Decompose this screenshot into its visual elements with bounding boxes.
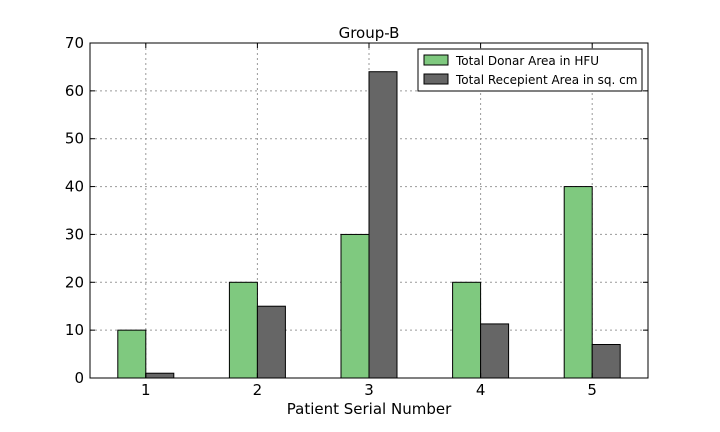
bar-series-1-cat-4 (452, 281, 482, 379)
bar-series-1-cat-3 (340, 233, 370, 379)
bar-series-2-cat-2 (256, 305, 286, 379)
x-axis-ticks: 1 2 3 4 5 (141, 43, 597, 399)
y-axis-ticks: 0 10 20 30 40 50 60 70 (65, 34, 648, 387)
y-tick-label: 30 (65, 225, 84, 243)
bar-series-1-cat-2 (228, 281, 258, 379)
bar-series-2-cat-5 (591, 344, 621, 379)
y-tick-label: 0 (74, 369, 84, 387)
y-tick-label: 50 (65, 130, 84, 148)
x-tick-label: 1 (141, 381, 151, 399)
y-tick-label: 70 (65, 34, 84, 52)
chart-title: Group-B (339, 24, 400, 42)
x-tick-label: 3 (364, 381, 374, 399)
bars (117, 71, 621, 379)
bar-series-2-cat-1 (145, 372, 175, 379)
x-tick-label: 4 (476, 381, 486, 399)
y-tick-label: 20 (65, 273, 84, 291)
y-tick-label: 60 (65, 82, 84, 100)
bar-series-1-cat-1 (117, 329, 147, 379)
legend: Total Donar Area in HFU Total Recepient A… (417, 48, 643, 92)
legend-swatch (423, 54, 449, 66)
x-tick-label: 5 (587, 381, 597, 399)
y-tick-label: 10 (65, 321, 84, 339)
x-axis-title: Patient Serial Number (287, 400, 452, 418)
legend-swatch (423, 73, 449, 85)
x-tick-label: 2 (253, 381, 263, 399)
grid-lines (90, 43, 648, 378)
legend-label: Total Donar Area in HFU (455, 54, 599, 68)
bar-series-2-cat-4 (480, 323, 510, 379)
legend-label: Total Recepient Area in sq. cm (455, 73, 637, 87)
bar-series-2-cat-3 (368, 71, 398, 379)
y-tick-label: 40 (65, 178, 84, 196)
legend-box (417, 48, 643, 92)
bar-series-1-cat-5 (563, 186, 593, 379)
